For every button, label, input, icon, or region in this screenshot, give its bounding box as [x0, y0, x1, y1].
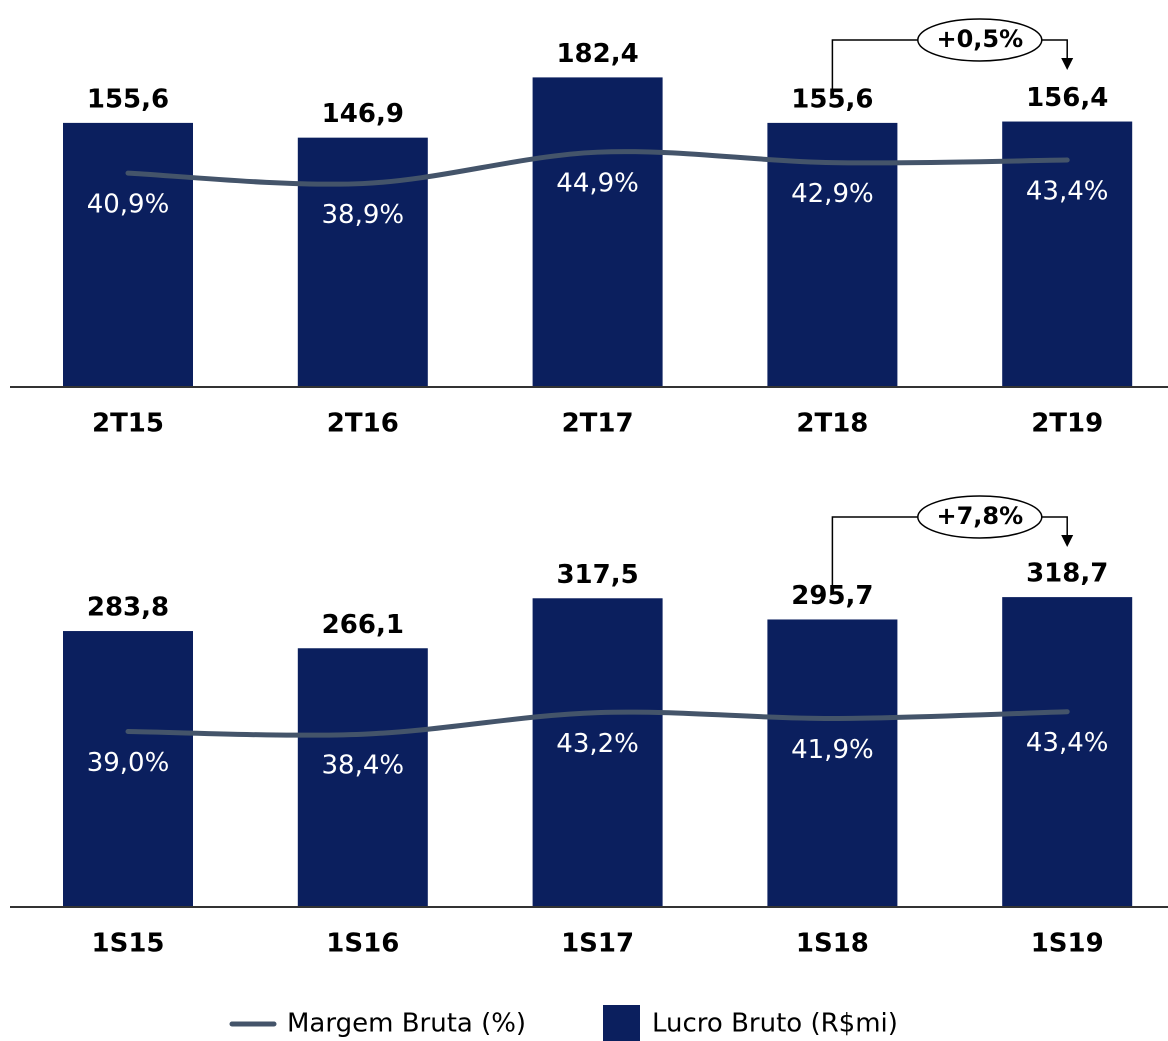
annotation-arrow	[1061, 58, 1074, 70]
line-value-label: 43,4%	[1026, 177, 1109, 207]
annotation-ellipse	[917, 495, 1043, 539]
line-value-label: 42,9%	[791, 179, 874, 209]
bar	[532, 77, 663, 388]
line	[125, 149, 1070, 187]
bar	[1002, 121, 1133, 387]
line-value-label: 41,9%	[791, 735, 874, 765]
bar	[63, 631, 193, 907]
x-tick-label: 2T17	[562, 409, 634, 439]
annotation: +0,5%	[936, 25, 1023, 53]
x-tick-label: 1S18	[796, 929, 869, 959]
bar	[532, 598, 663, 907]
x-tick-label: 1S16	[326, 929, 399, 959]
bar-value-label: 266,1	[322, 610, 404, 640]
bar-value-label: 155,6	[87, 84, 169, 114]
line-value-label: 39,0%	[87, 748, 170, 778]
line-value-label: 40,9%	[87, 190, 170, 220]
annotation-bracket	[831, 516, 1068, 595]
bar-value-label: 156,4	[1026, 83, 1108, 113]
legend-swatch	[603, 1005, 640, 1041]
annotation-bracket	[831, 39, 1068, 98]
bar-value-label: 317,5	[556, 560, 638, 590]
bar	[767, 122, 898, 388]
annotation: +7,8%	[936, 502, 1023, 530]
x-tick-label: 2T16	[327, 409, 399, 439]
bar-value-label: 182,4	[556, 39, 638, 69]
bar	[297, 137, 428, 387]
x-tick-label: 1S15	[92, 929, 165, 959]
line-value-label: 43,4%	[1026, 728, 1109, 758]
bar	[1002, 597, 1133, 907]
line-value-label: 44,9%	[556, 169, 639, 199]
x-tick-label: 1S19	[1031, 929, 1104, 959]
bar	[767, 619, 898, 907]
legend-label: Lucro Bruto (R$mi)	[652, 1009, 898, 1039]
x-tick-label: 1S17	[561, 929, 634, 959]
x-tick-label: 2T15	[92, 409, 164, 439]
line-value-label: 38,9%	[321, 200, 404, 230]
bar	[297, 648, 428, 907]
bar-value-label: 318,7	[1026, 559, 1108, 589]
line-value-label: 38,4%	[321, 751, 404, 781]
line-value-label: 43,2%	[556, 729, 639, 759]
bar-value-label: 283,8	[87, 593, 169, 623]
x-tick-label: 2T18	[796, 409, 868, 439]
annotation-arrow	[1061, 535, 1074, 547]
annotation-ellipse	[917, 18, 1043, 62]
line	[125, 709, 1070, 738]
bar	[63, 122, 193, 388]
bar-value-label: 146,9	[322, 99, 404, 129]
legend-label: Margem Bruta (%)	[287, 1009, 526, 1039]
x-tick-label: 2T19	[1031, 409, 1103, 439]
